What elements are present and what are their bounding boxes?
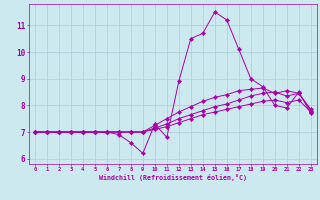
X-axis label: Windchill (Refroidissement éolien,°C): Windchill (Refroidissement éolien,°C) <box>99 174 247 181</box>
